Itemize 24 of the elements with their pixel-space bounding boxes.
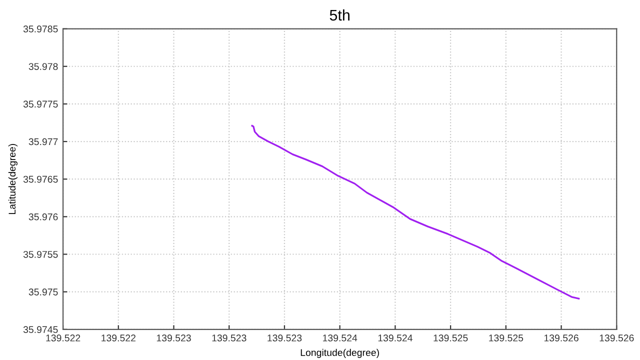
y-tick-label: 35.9755 [23,250,58,258]
x-tick-label: 139.523 [268,334,302,342]
y-tick-label: 35.976 [28,213,58,220]
x-tick-label: 139.526 [544,334,578,342]
x-axis-title: Longitude(degree) [300,348,379,358]
x-tick-label: 139.525 [434,334,468,342]
x-tick-label: 139.524 [378,334,412,342]
x-tick-label: 139.522 [102,334,136,342]
x-tick-label: 139.526 [600,334,634,342]
y-tick-label: 35.9785 [23,26,58,32]
y-tick-label: 35.977 [28,138,58,146]
y-tick-label: 35.9765 [23,176,58,183]
line-series [251,124,580,300]
y-tick-label: 35.975 [28,288,58,296]
y-tick-label: 35.9745 [23,326,58,334]
x-tick-label: 139.523 [212,334,246,342]
x-tick-label: 139.522 [46,334,80,342]
x-tick-label: 139.524 [323,334,358,342]
chart-title: 5th [330,9,350,21]
y-axis-title: Latitude(degree) [8,144,18,214]
x-tick-label: 139.525 [489,334,524,342]
y-tick-label: 35.978 [28,63,58,70]
x-tick-label: 139.523 [156,334,191,342]
y-tick-label: 35.9775 [23,100,58,108]
